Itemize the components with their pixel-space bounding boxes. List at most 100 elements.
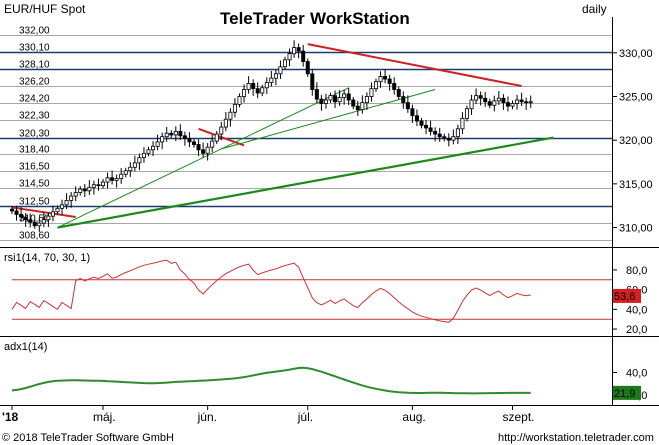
candle-body: [151, 145, 156, 151]
candle-body: [164, 132, 169, 138]
candle-body: [264, 82, 269, 89]
candle-body: [373, 81, 378, 90]
candle-body: [32, 221, 37, 227]
candle-body: [301, 50, 306, 62]
time-axis-label: aug.: [402, 410, 425, 424]
candle-body: [510, 103, 515, 107]
rsi-last-value: 53,6: [614, 291, 635, 303]
fib-level-label: 328,10: [19, 60, 50, 71]
candle-body: [355, 105, 360, 111]
candle-body: [64, 200, 69, 206]
candle-body: [496, 97, 501, 102]
candle-body: [519, 99, 524, 103]
rsi-axis-label: 20,0: [626, 324, 647, 336]
fib-level-label: 322,30: [19, 111, 50, 122]
candle-body: [119, 173, 124, 180]
fib-level-lines: 332,00 330,10 328,10 326,20 324,20 322,30 320,…: [0, 26, 612, 242]
candle-body: [173, 131, 178, 136]
rsi-bands: [12, 279, 612, 320]
period-label: daily: [582, 2, 607, 16]
candle-body: [182, 135, 187, 139]
candle-body: [483, 97, 488, 103]
candle-body: [296, 47, 301, 52]
candle-body: [405, 102, 410, 110]
fib-level-label: 312,50: [19, 197, 50, 208]
fib-level-label: 310,50: [19, 214, 50, 225]
candle-body: [401, 96, 406, 104]
candle-body: [110, 177, 115, 181]
trendline-green: [57, 87, 349, 228]
fib-level-label: 316,50: [19, 162, 50, 173]
candle-body: [378, 76, 383, 83]
candle-body: [528, 101, 533, 104]
adx-last-value-badge: [613, 385, 641, 400]
candle-body: [451, 136, 456, 141]
candle-body: [314, 89, 319, 100]
candle-body: [437, 133, 442, 138]
candle-body: [128, 166, 133, 172]
candle-body: [474, 95, 479, 101]
candle-body: [114, 178, 119, 181]
candle-body: [41, 219, 46, 224]
candle-body: [87, 186, 92, 192]
rsi-title: rsi1(14, 70, 30, 1): [4, 252, 90, 264]
trendline-red: [307, 43, 522, 88]
price-axis-label: 310,00: [619, 223, 653, 235]
fib-level-label: 326,20: [19, 77, 50, 88]
trendlines: [11, 43, 554, 229]
candle-body: [501, 97, 506, 104]
time-axis-label: júl.: [297, 410, 313, 424]
candle-body: [96, 184, 101, 187]
copyright: © 2018 TeleTrader Software GmbH: [2, 432, 174, 444]
price-axis-label: 315,00: [619, 179, 653, 191]
candle-body: [260, 87, 265, 94]
fib-level-label: 314,50: [19, 179, 50, 190]
candle-body: [392, 83, 397, 90]
fib-level-label: 320,30: [19, 129, 50, 140]
watermark-product: WorkStation: [310, 9, 410, 28]
candle-body: [9, 208, 14, 212]
fib-level-label: 332,00: [19, 26, 50, 37]
candle-body: [305, 61, 310, 75]
candle-body: [228, 111, 233, 120]
candle-body: [232, 103, 237, 113]
trendline-red: [11, 206, 76, 219]
candle-body: [50, 211, 55, 217]
candle-body: [360, 102, 365, 111]
candle-body: [460, 117, 465, 130]
candle-body: [205, 146, 210, 154]
watermark-brand: TeleTrader: [220, 9, 305, 28]
price-panel: TeleTrader WorkStation 332,00 330,10 328,1…: [0, 2, 653, 242]
price-axis-label: 320,00: [619, 135, 653, 147]
candle-body: [60, 204, 65, 209]
candle-body: [292, 47, 297, 55]
candle-body: [37, 222, 42, 227]
candle-body: [214, 133, 219, 142]
price-axis-label: 325,00: [619, 92, 653, 104]
candle-body: [505, 102, 510, 107]
candle-body: [487, 101, 492, 106]
time-axis-label: jún.: [197, 410, 217, 424]
candle-body: [178, 131, 183, 137]
candle-body: [237, 96, 242, 105]
candle-body: [428, 127, 433, 132]
candle-body: [146, 149, 151, 154]
candle-body: [191, 141, 196, 145]
candle-body: [46, 215, 51, 221]
candle-body: [201, 149, 206, 154]
candle-body: [383, 76, 388, 80]
candle-body: [455, 128, 460, 138]
price-axis: 310,00 315,00 320,00 325,00 330,00: [612, 48, 653, 235]
candle-body: [255, 88, 260, 94]
candle-body: [464, 108, 469, 119]
candle-body: [219, 126, 224, 135]
candle-body: [14, 210, 19, 215]
candle-body: [82, 188, 87, 192]
candle-body: [333, 95, 338, 103]
candle-body: [273, 73, 278, 79]
candle-body: [160, 136, 165, 143]
candle-body: [155, 141, 160, 147]
fib-level-label: 324,20: [19, 94, 50, 105]
source-url: http://workstation.teletrader.com: [498, 432, 654, 444]
